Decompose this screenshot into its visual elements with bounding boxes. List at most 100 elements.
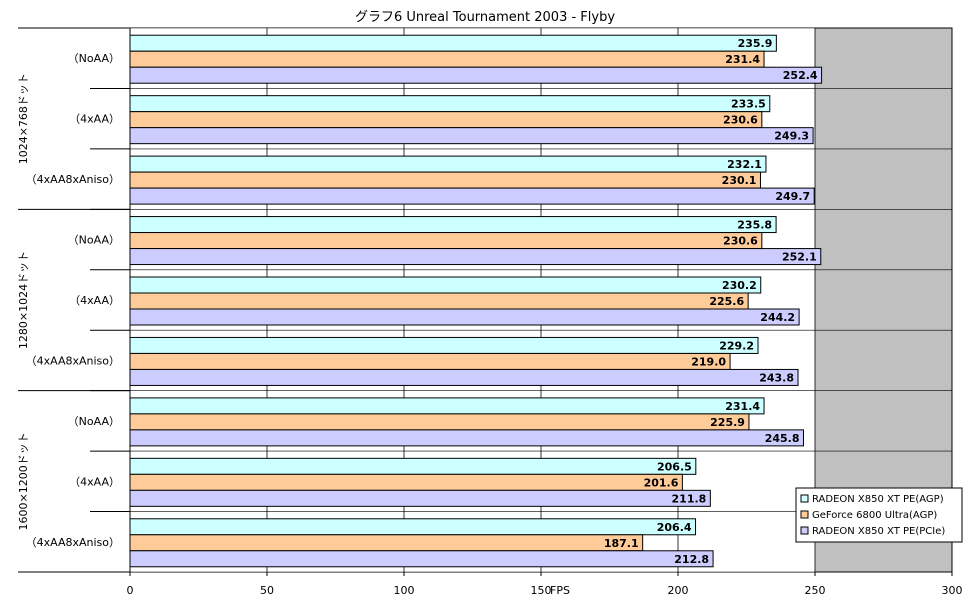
category-label: （4xAA8xAniso） (26, 173, 120, 186)
category-label: （4xAA8xAniso） (26, 536, 120, 549)
bar (129, 216, 777, 234)
data-label-bg (761, 430, 802, 445)
bar (129, 292, 749, 310)
data-label: 249.3 (774, 130, 809, 143)
legend-label: RADEON X850 XT PE(PCIe) (812, 526, 945, 537)
data-label: 244.2 (760, 311, 795, 324)
data-label-bg (718, 278, 759, 292)
data-label-bg (653, 459, 694, 474)
bar (129, 248, 822, 266)
data-label-bg (734, 36, 775, 51)
data-label: 187.1 (604, 537, 639, 550)
bar (129, 352, 731, 370)
bar (129, 518, 697, 536)
bar (129, 397, 765, 415)
data-label: 219.0 (691, 355, 726, 368)
data-label: 230.6 (723, 114, 758, 127)
data-label: 229.2 (719, 339, 754, 352)
data-label-bg (671, 551, 712, 566)
data-label-bg (706, 294, 747, 308)
data-label-bg (757, 310, 798, 324)
bar (129, 232, 763, 250)
bar (129, 550, 714, 568)
legend (795, 487, 963, 543)
data-label: 211.8 (672, 492, 707, 505)
legend-label: RADEON X850 XT PE(AGP) (812, 494, 944, 505)
category-label: （NoAA） (68, 234, 120, 247)
data-label: 235.8 (737, 219, 772, 232)
category-label: （4xAA8xAniso） (26, 354, 120, 367)
x-axis-label: FPS (550, 584, 570, 597)
data-label: 252.4 (783, 69, 818, 82)
chart-title: グラフ6 Unreal Tournament 2003 - Flyby (354, 10, 616, 25)
data-label: 230.2 (722, 279, 757, 292)
data-label-bg (734, 217, 775, 232)
bar (129, 66, 823, 84)
data-label: 252.1 (782, 251, 817, 264)
data-label: 231.4 (725, 400, 760, 413)
category-label: （4xAA） (69, 475, 120, 488)
category-label: （NoAA） (68, 52, 120, 65)
x-tick-label: 200 (668, 584, 689, 597)
category-label: （NoAA） (68, 415, 120, 428)
data-label-bg (727, 96, 768, 111)
x-tick-label: 50 (260, 584, 274, 597)
legend-label: GeForce 6800 Ultra(AGP) (812, 510, 937, 521)
data-label-bg (718, 173, 759, 188)
bar (129, 155, 767, 173)
bar (129, 457, 697, 475)
data-label: 235.9 (738, 37, 773, 50)
data-label-bg (706, 414, 747, 429)
data-label-bg (722, 52, 763, 67)
category-label: （4xAA） (69, 294, 120, 307)
legend-swatch (800, 526, 809, 535)
data-label: 201.6 (644, 476, 679, 489)
data-label-bg (719, 112, 760, 127)
data-label-bg (716, 338, 757, 353)
data-label-bg (778, 249, 819, 264)
data-label: 225.6 (709, 295, 744, 308)
data-label-bg (600, 535, 641, 550)
data-label-bg (756, 370, 797, 385)
legend-swatch (800, 510, 809, 519)
data-label-bg (779, 68, 820, 83)
data-label: 206.5 (657, 460, 692, 473)
bar (129, 50, 765, 68)
bar (129, 413, 750, 431)
bar (129, 534, 644, 552)
group-label: 1600×1200ドット (17, 432, 30, 530)
bar (129, 276, 762, 294)
bar (129, 308, 800, 326)
data-label: 230.1 (722, 174, 757, 187)
data-label-bg (772, 189, 813, 204)
x-tick-label: 300 (942, 584, 963, 597)
data-label-bg (723, 157, 764, 172)
data-label: 206.4 (657, 521, 692, 534)
bar (129, 336, 759, 354)
data-label-bg (688, 354, 729, 369)
bar (129, 34, 777, 52)
data-label-bg (722, 398, 763, 413)
bar (129, 95, 771, 113)
data-label: 230.6 (723, 235, 758, 248)
data-label-bg (719, 233, 760, 248)
data-label-bg (653, 519, 694, 534)
data-label: 243.8 (759, 371, 794, 384)
legend-swatch (800, 494, 809, 503)
group-label: 1024×768ドット (17, 73, 30, 164)
data-label: 245.8 (765, 432, 800, 445)
bar (129, 473, 683, 491)
x-tick-label: 100 (394, 584, 415, 597)
bar (129, 187, 815, 205)
group-label: 1280×1024ドット (17, 251, 30, 349)
data-label-bg (771, 128, 812, 143)
data-label: 249.7 (775, 190, 810, 203)
category-label: （4xAA） (69, 113, 120, 126)
data-label: 225.9 (710, 416, 745, 429)
data-label-bg (668, 491, 709, 506)
bar (129, 489, 711, 507)
data-label: 231.4 (725, 53, 760, 66)
data-label: 212.8 (674, 553, 709, 566)
